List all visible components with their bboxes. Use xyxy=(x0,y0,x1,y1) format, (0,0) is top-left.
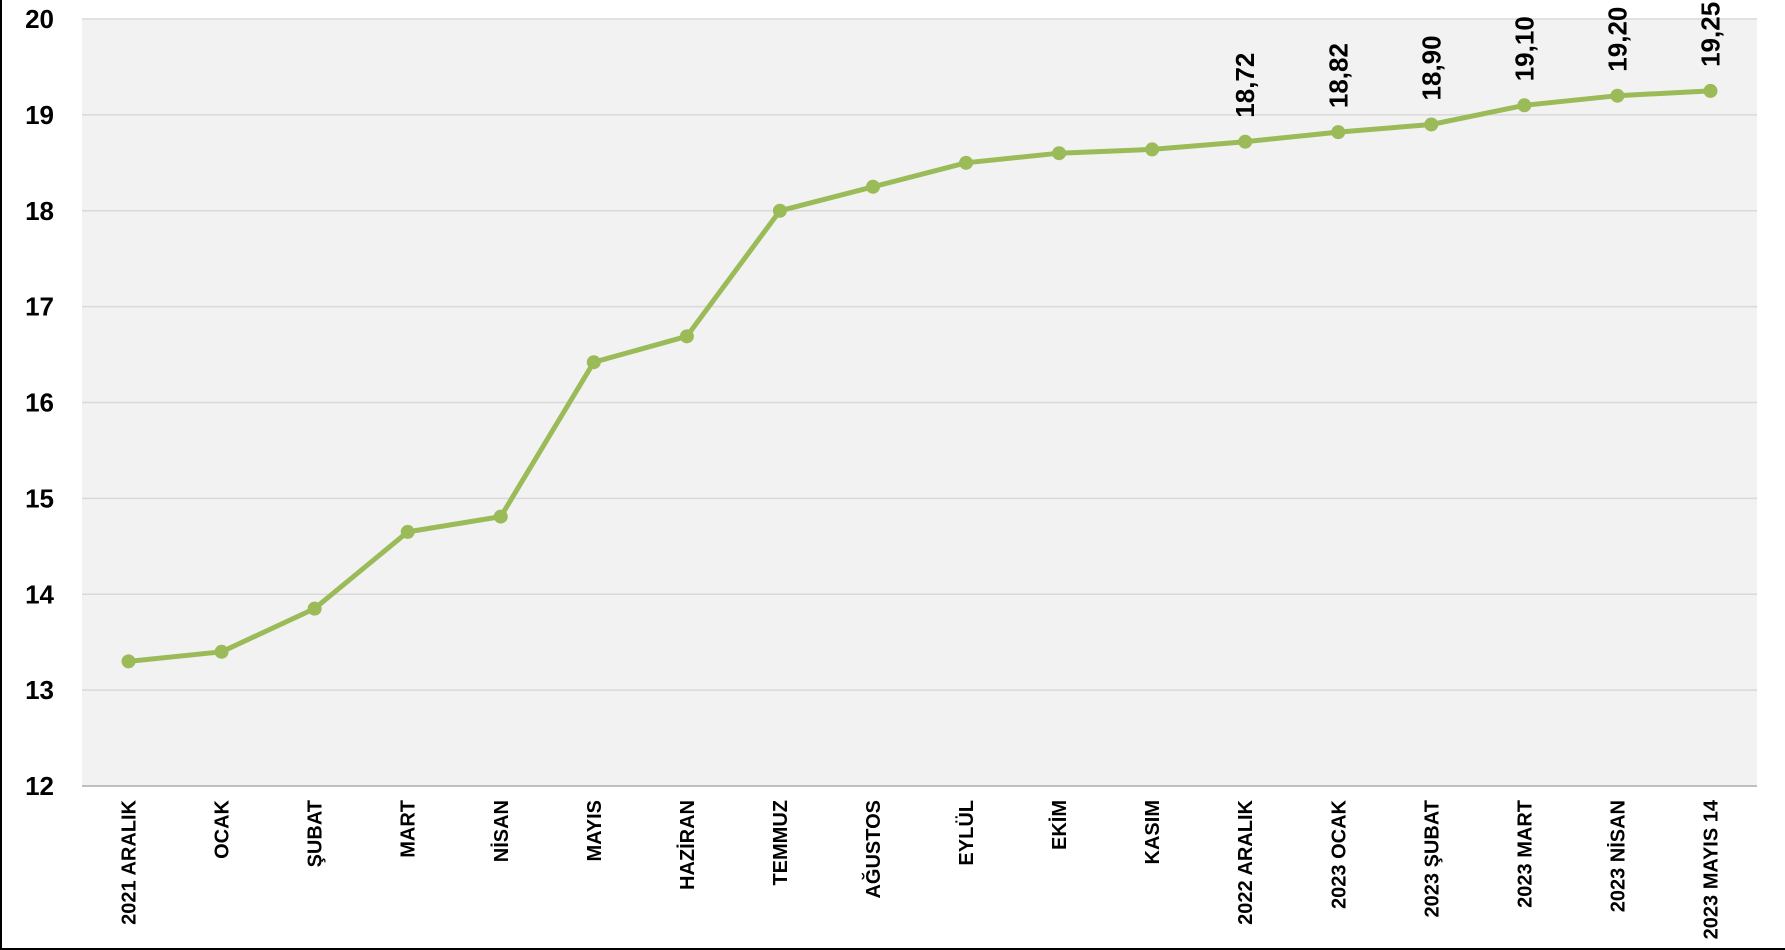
data-point xyxy=(959,155,974,170)
data-point xyxy=(1703,83,1718,98)
y-tick-label: 13 xyxy=(25,675,54,705)
data-point xyxy=(1238,134,1253,149)
x-category-label: 2022 ARALIK xyxy=(1235,799,1257,924)
data-label: 18,90 xyxy=(1416,35,1446,100)
data-label: 18,82 xyxy=(1323,43,1353,108)
data-point xyxy=(1610,88,1625,103)
data-point xyxy=(772,203,787,218)
x-category-label: KASIM xyxy=(1142,800,1164,864)
y-tick-label: 15 xyxy=(25,483,54,513)
x-category-label: 2023 NİSAN xyxy=(1606,800,1629,912)
x-category-label: 2023 OCAK xyxy=(1328,799,1350,908)
data-point xyxy=(865,179,880,194)
x-category-label: HAZİRAN xyxy=(676,800,699,890)
x-category-label: EYLÜL xyxy=(955,800,978,866)
data-point xyxy=(586,355,601,370)
data-points xyxy=(121,83,1718,669)
y-tick-label: 14 xyxy=(25,579,54,609)
data-point xyxy=(1517,98,1532,113)
x-category-label: ŞUBAT xyxy=(305,800,327,867)
data-point xyxy=(493,509,508,524)
y-tick-label: 19 xyxy=(25,100,54,130)
x-axis-category-labels: 2021 ARALIK OCAK ŞUBAT MART NİSAN MAYIS HAZİRA… xyxy=(119,799,1723,939)
data-point xyxy=(1145,142,1160,157)
x-category-label: 2023 MAYIS 14 xyxy=(1700,799,1722,939)
data-label: 19,25 xyxy=(1695,2,1725,67)
data-label: 19,10 xyxy=(1509,16,1539,81)
data-point xyxy=(1052,146,1067,161)
data-labels: 18,72 18,82 18,90 19,10 19,20 19,25 xyxy=(1230,2,1725,118)
y-tick-label: 20 xyxy=(25,4,54,34)
y-axis-tick-labels: 12 13 14 15 16 17 18 19 20 xyxy=(25,4,54,801)
x-category-label: NİSAN xyxy=(490,800,513,862)
x-category-label: OCAK xyxy=(212,799,234,858)
data-point xyxy=(1331,125,1346,140)
series-line-group xyxy=(126,88,1713,664)
x-category-label: 2023 ŞUBAT xyxy=(1421,800,1443,917)
data-point xyxy=(307,601,322,616)
x-category-label: MAYIS xyxy=(584,800,606,862)
x-category-label: EKİM xyxy=(1048,800,1071,850)
series-line xyxy=(126,88,1713,664)
data-point xyxy=(400,524,415,539)
x-category-label: TEMMUZ xyxy=(770,800,792,886)
y-tick-label: 16 xyxy=(25,388,54,418)
data-point xyxy=(121,654,136,669)
data-point xyxy=(1424,117,1439,132)
data-point xyxy=(214,644,229,659)
x-category-label: 2023 MART xyxy=(1514,800,1536,908)
data-label: 19,20 xyxy=(1602,7,1632,72)
data-label: 18,72 xyxy=(1230,53,1260,118)
x-category-label: 2021 ARALIK xyxy=(119,799,141,924)
gridlines xyxy=(82,18,1757,787)
y-tick-label: 17 xyxy=(25,292,54,322)
data-point xyxy=(679,329,694,344)
x-category-label: AĞUSTOS xyxy=(861,800,885,899)
y-tick-label: 18 xyxy=(25,196,54,226)
x-category-label: MART xyxy=(398,800,420,858)
y-tick-label: 12 xyxy=(25,771,54,801)
